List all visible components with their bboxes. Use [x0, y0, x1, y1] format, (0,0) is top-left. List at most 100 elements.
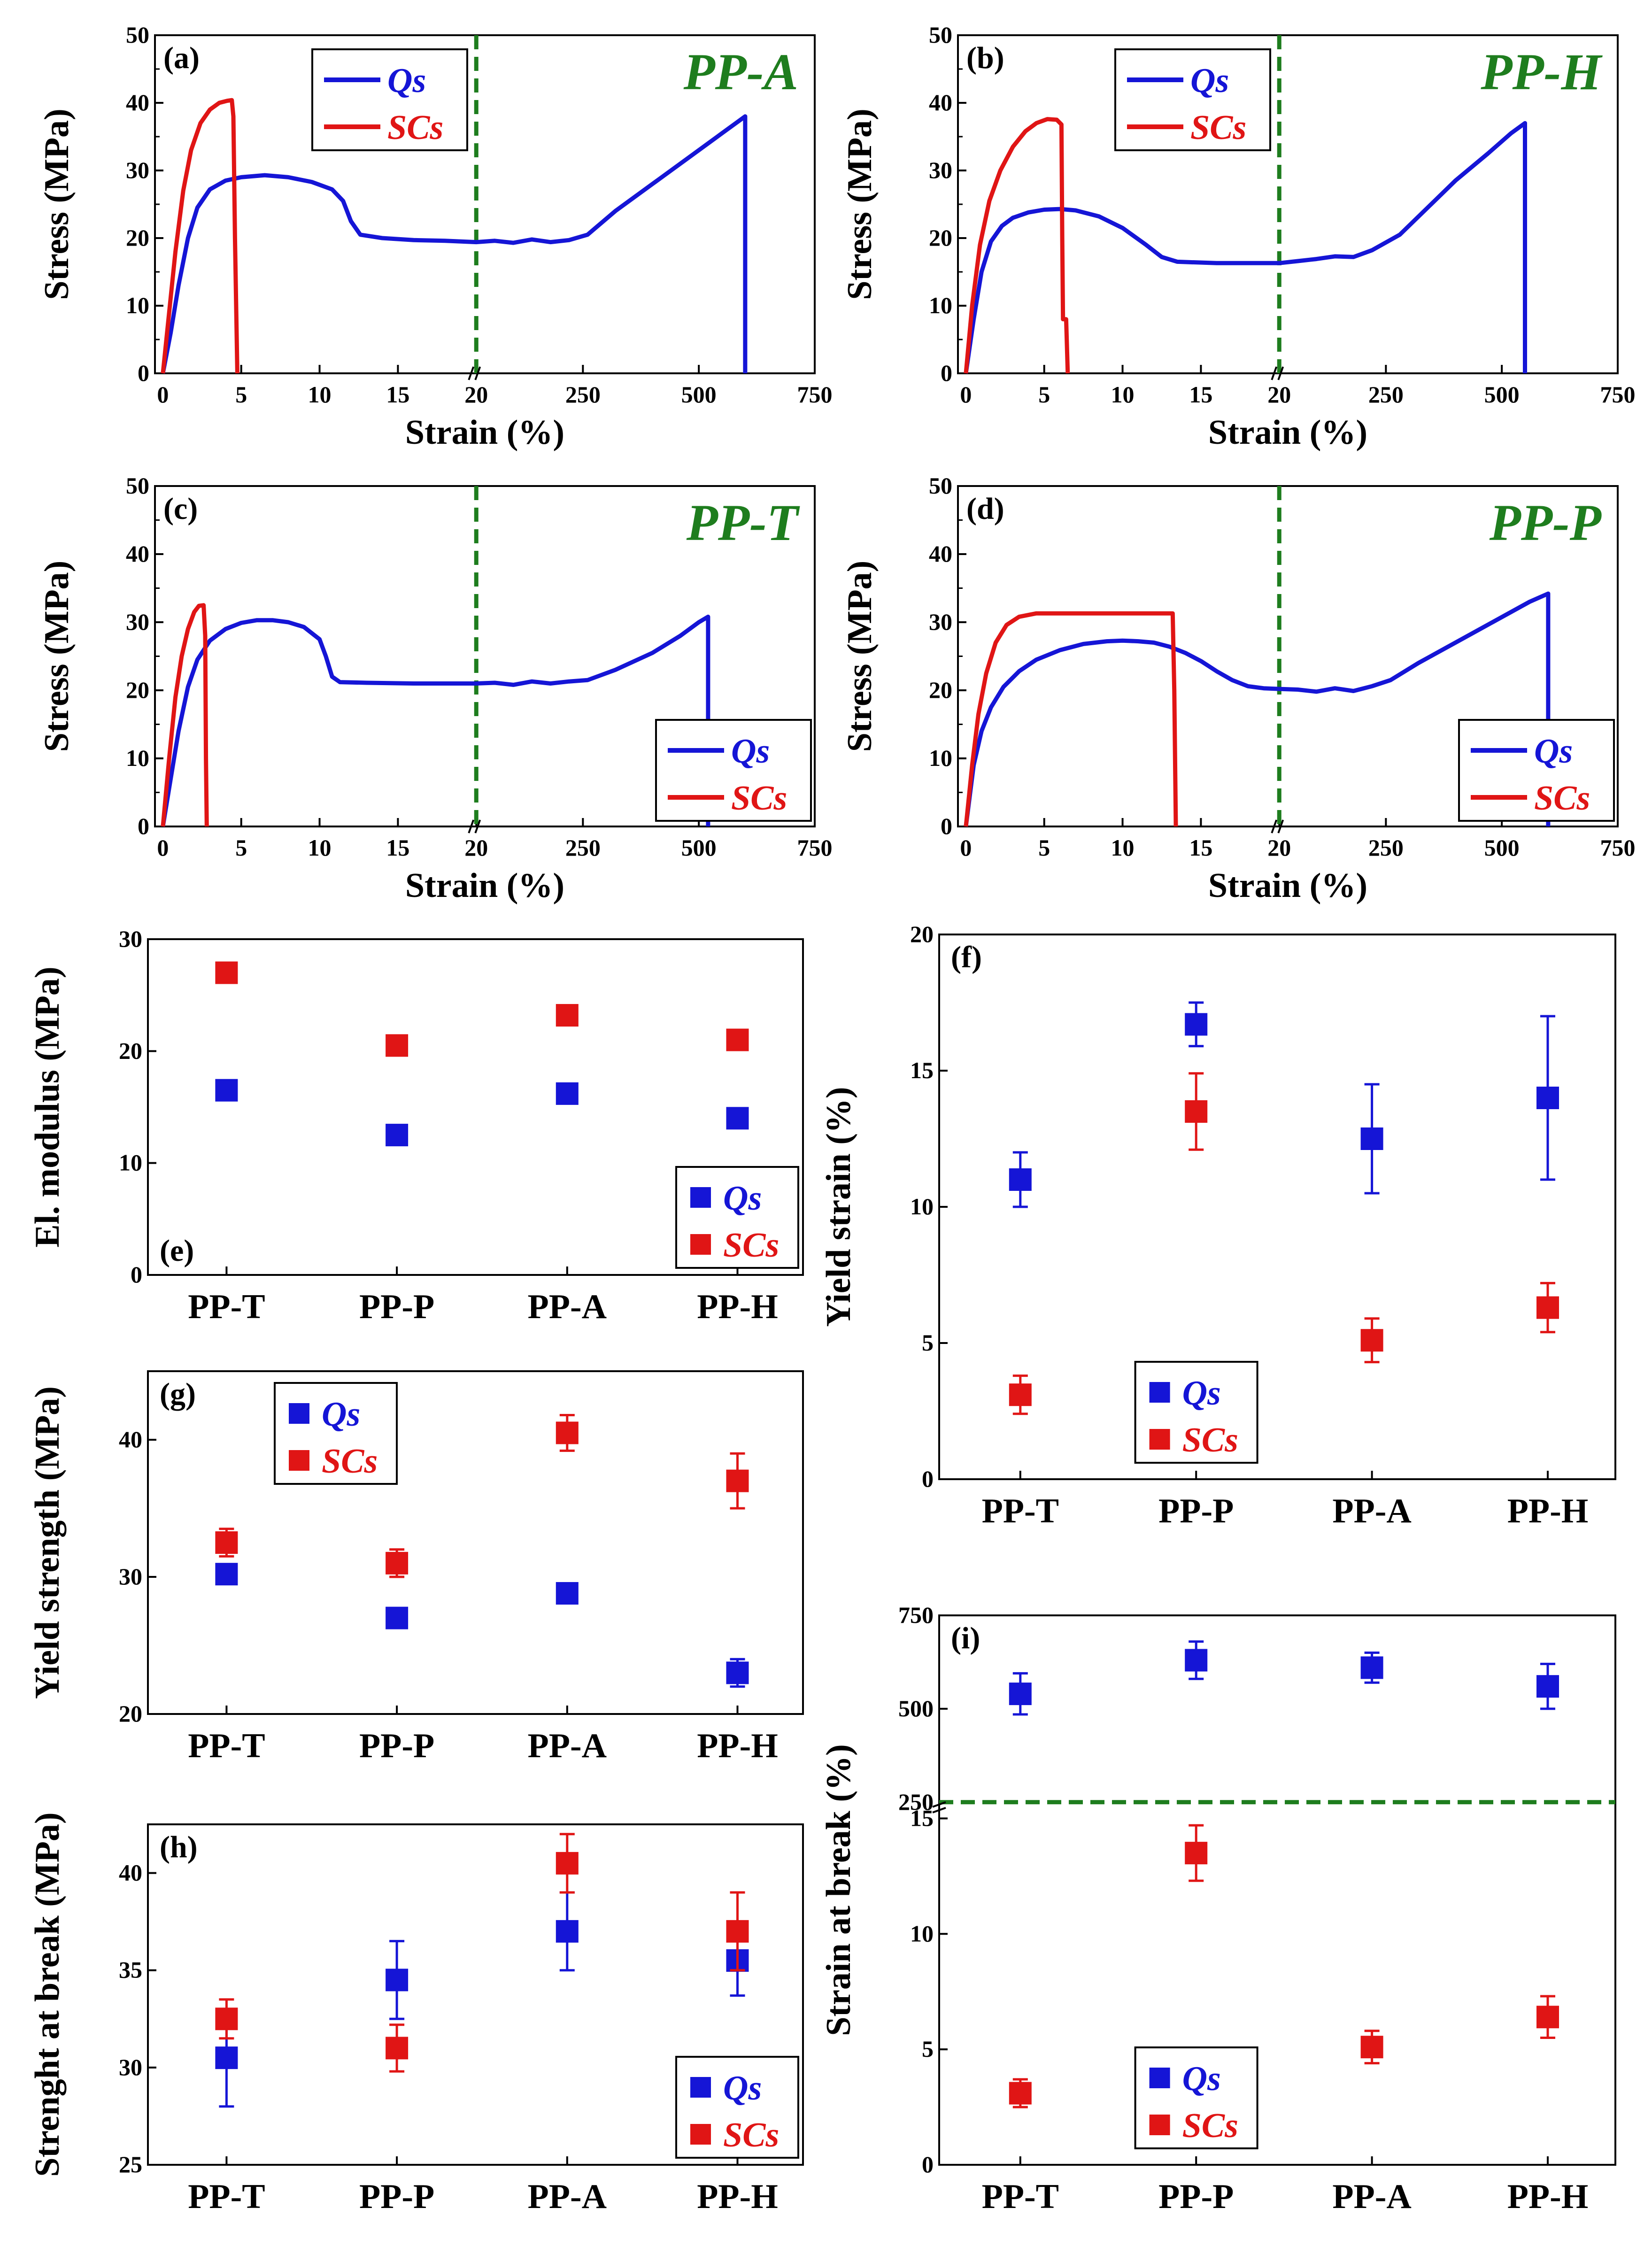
data-point-scs [386, 2037, 409, 2060]
legend-label-scs: SCs [723, 2116, 779, 2154]
y-tick-label: 10 [929, 745, 952, 771]
legend: Qs SCs [1458, 719, 1615, 822]
y-tick-label: 30 [929, 609, 952, 635]
x-category-label: PP-H [697, 1727, 778, 1765]
legend-swatch-qs [690, 2077, 711, 2098]
series-line-scs [964, 117, 1070, 374]
x-tick-label: 0 [960, 834, 972, 861]
x-tick-label: 15 [386, 834, 409, 861]
panel-label: (d) [966, 492, 1004, 526]
legend-swatch-scs [289, 1450, 309, 1471]
x-category-label: PP-P [359, 2177, 434, 2216]
data-point-qs [215, 1079, 238, 1102]
data-point-scs [215, 1531, 238, 1554]
y-tick-label: 10 [929, 292, 952, 318]
y-tick-label: 50 [126, 22, 149, 48]
y-tick-label: 250 [898, 1789, 934, 1815]
series-line-qs [964, 591, 1551, 827]
x-category-label: PP-A [1332, 2177, 1412, 2216]
y-axis-label: Yield strain (%) [819, 1087, 858, 1327]
x-tick-label: 5 [1038, 834, 1050, 861]
x-tick-label: 750 [797, 381, 833, 408]
y-tick-label: 0 [922, 2151, 934, 2177]
legend-label-scs: SCs [1182, 2107, 1238, 2145]
x-category-label: PP-P [1158, 1492, 1234, 1530]
series-line-scs [161, 603, 209, 827]
panel-label: (e) [160, 1234, 194, 1268]
legend-swatch-scs [1149, 1429, 1170, 1450]
panel-label: (f) [951, 940, 982, 974]
legend-swatch-scs [1149, 2115, 1170, 2135]
panel-label: (a) [163, 41, 200, 75]
y-tick-label: 30 [119, 926, 142, 952]
data-point-qs [1009, 1168, 1032, 1191]
x-axis-label: Strain (%) [405, 413, 564, 452]
data-point-qs [1536, 1087, 1559, 1109]
legend-label-scs: SCs [731, 779, 787, 818]
x-category-label: PP-H [1507, 1492, 1589, 1530]
x-tick-label: 500 [1484, 834, 1520, 861]
legend-swatch-qs [690, 1187, 711, 1208]
y-tick-label: 40 [126, 540, 149, 567]
x-category-label: PP-A [528, 2177, 607, 2216]
data-point-qs [1185, 1013, 1208, 1036]
data-point-scs [215, 2007, 238, 2030]
legend-box [311, 48, 468, 151]
x-tick-label: 250 [565, 381, 601, 408]
legend: Qs SCs [311, 48, 468, 151]
y-tick-label: 10 [910, 1920, 934, 1946]
legend: Qs SCs [1134, 1361, 1258, 1464]
data-point-scs [1360, 2036, 1383, 2059]
x-category-label: PP-T [188, 1288, 265, 1326]
data-point-qs [1536, 1675, 1559, 1698]
legend-label-qs: Qs [723, 2069, 762, 2108]
y-tick-label: 40 [929, 540, 952, 567]
x-tick-label: 0 [157, 834, 169, 861]
y-tick-label: 50 [929, 22, 952, 48]
legend-swatch-qs [1149, 2068, 1170, 2088]
legend-label-scs: SCs [322, 1442, 378, 1481]
data-point-qs [386, 1969, 409, 1992]
data-point-scs [1536, 2006, 1559, 2029]
legend-label-qs: Qs [723, 1179, 762, 1218]
plot-frame [938, 934, 1616, 1480]
data-point-qs [215, 2046, 238, 2069]
series-line-scs [161, 98, 239, 374]
data-point-scs [386, 1034, 409, 1057]
y-tick-label: 30 [126, 609, 149, 635]
y-tick-label: 50 [929, 472, 952, 499]
panel-f: 0 5 10 15 20 PP-T PP-P PP-A PP-H (f) Yield strain … [819, 921, 1616, 1530]
data-point-qs [1185, 1649, 1208, 1672]
x-category-label: PP-T [982, 1492, 1059, 1530]
legend-label-scs: SCs [1534, 779, 1590, 818]
x-tick-label: 250 [565, 834, 601, 861]
data-point-scs [1009, 1383, 1032, 1406]
x-tick-label: 5 [1038, 381, 1050, 408]
panel-label: (i) [951, 1621, 980, 1655]
x-tick-label: 500 [1484, 381, 1520, 408]
legend-swatch-scs [690, 2124, 711, 2145]
y-tick-label: 15 [910, 1057, 934, 1083]
y-tick-label: 20 [929, 224, 952, 251]
legend-label-qs: Qs [731, 732, 770, 771]
panel-label: (h) [160, 1830, 198, 1864]
x-axis-label: Strain (%) [405, 866, 564, 905]
legend-label-qs: Qs [1534, 732, 1573, 771]
y-tick-label: 20 [119, 1037, 142, 1064]
y-axis-label: Strain at break (%) [819, 1744, 858, 2036]
x-tick-label: 10 [308, 381, 332, 408]
x-tick-label: 0 [157, 381, 169, 408]
y-axis-label: Stress (MPa) [841, 108, 879, 300]
y-tick-label: 750 [898, 1602, 934, 1628]
data-point-scs [726, 1469, 749, 1492]
x-category-label: PP-T [982, 2177, 1059, 2216]
axis-break-mark [1271, 819, 1284, 834]
x-category-label: PP-P [359, 1288, 434, 1326]
series-line-qs [161, 614, 710, 827]
y-tick-label: 10 [910, 1193, 934, 1220]
y-tick-label: 20 [910, 921, 934, 947]
legend: Qs SCs [655, 719, 812, 822]
